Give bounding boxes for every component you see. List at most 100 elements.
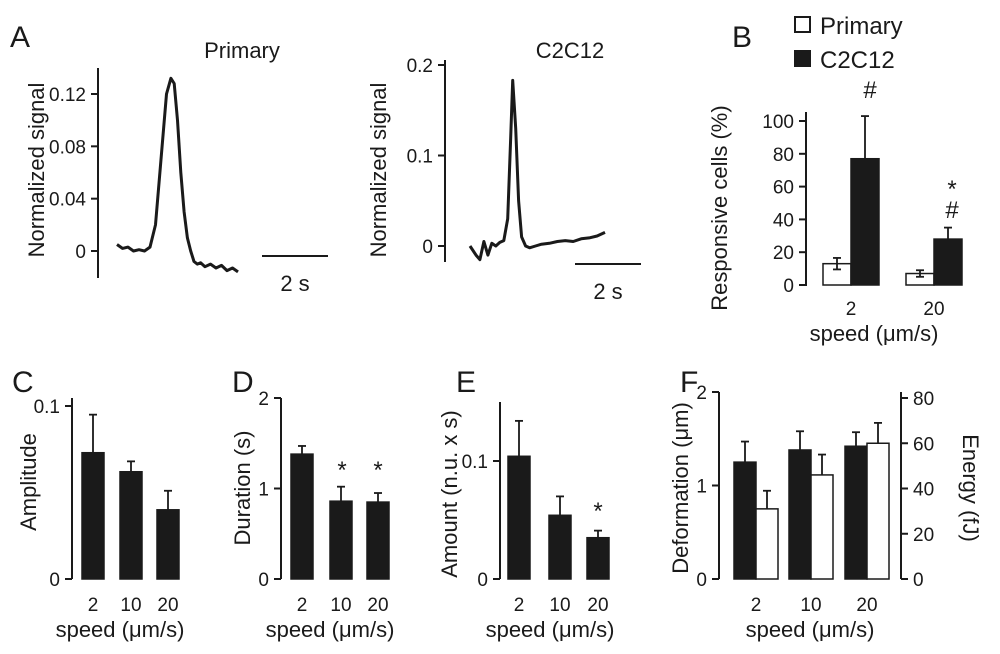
- panel-b-hash-2: #: [863, 77, 877, 104]
- panel-f-y2-tick-label-1: 20: [913, 525, 934, 546]
- panel-f-bar-energy-2: [755, 508, 779, 580]
- panel-c-xtick-10: 10: [120, 595, 141, 616]
- panel-label-c: C: [12, 366, 34, 399]
- panel-f-bar-deformation-10: [788, 449, 812, 580]
- panel-a-c2c12-scale-label: 2 s: [593, 279, 622, 304]
- panel-e-y-tick-label-1: 0.1: [462, 452, 488, 473]
- panel-c-xlabel: speed (μm/s): [56, 617, 185, 642]
- panel-d-duration-chart: Duration (s) speed (μm/s) * * 0 1 2 2 10 20: [230, 389, 394, 642]
- panel-d-y-tick-label-2: 2: [258, 389, 269, 410]
- panel-label-f: F: [680, 366, 698, 399]
- panel-c-amplitude-chart: Amplitude speed (μm/s) 0 0.1 2 10 20: [16, 397, 184, 642]
- panel-c-y-tick-label-0: 0: [49, 570, 60, 591]
- panel-c-xtick-2: 2: [88, 595, 99, 616]
- legend-primary-swatch: [794, 16, 811, 33]
- panel-label-b: B: [732, 21, 752, 54]
- panel-b-ylabel: Responsive cells (%): [707, 105, 732, 310]
- panel-b-asterisk-20: *: [947, 176, 956, 203]
- panel-c-ylabel: Amplitude: [16, 433, 41, 531]
- panel-a-primary-ylabel: Normalized signal: [24, 83, 49, 258]
- legend-c2c12-label: C2C12: [820, 47, 895, 74]
- panel-a1-y-tick-label-2: 0.08: [49, 137, 86, 158]
- panel-a1-y-tick-label-0: 0: [75, 242, 86, 263]
- panel-f-y-tick-label-2: 2: [696, 383, 707, 404]
- panel-d-xtick-20: 20: [367, 595, 388, 616]
- panel-label-d: D: [232, 366, 254, 399]
- panel-d-bar-2: [290, 453, 314, 580]
- panel-d-asterisk-20: *: [373, 457, 382, 484]
- legend-c2c12-swatch: [794, 50, 811, 67]
- panel-b-y-tick-label-4: 80: [773, 145, 794, 166]
- panel-a1-signal-trace: [116, 76, 239, 274]
- panel-e-xlabel: speed (μm/s): [486, 617, 615, 642]
- panel-e-bar-10: [548, 514, 572, 580]
- panel-b-y-tick-label-1: 20: [773, 243, 794, 264]
- panel-a-primary-trace-chart: Primary Normalized signal 2 s 0 0.04 0.08 0…: [24, 38, 328, 296]
- panel-f-ylabel: Deformation (μm): [668, 402, 693, 574]
- legend-primary-label: Primary: [820, 13, 903, 40]
- panel-f-xtick-20: 20: [856, 595, 877, 616]
- panel-b-xtick-2: 2: [846, 299, 857, 320]
- panel-b-y-tick-label-0: 0: [783, 276, 794, 297]
- panel-d-ylabel: Duration (s): [230, 431, 255, 546]
- panel-e-xtick-2: 2: [514, 595, 525, 616]
- panel-b-xtick-20: 20: [923, 299, 944, 320]
- panel-d-y-tick-label-0: 0: [258, 570, 269, 591]
- panel-f-deformation-energy-chart: Deformation (μm) Energy (fJ) speed (μm/s…: [668, 383, 983, 642]
- panel-b-hash-20: #: [945, 197, 959, 224]
- panel-c-bar-2: [81, 451, 105, 580]
- panel-f-xtick-2: 2: [751, 595, 762, 616]
- panel-f-y-tick-label-1: 1: [696, 477, 707, 498]
- panel-b-xlabel: speed (μm/s): [810, 321, 939, 346]
- panel-d-xtick-2: 2: [297, 595, 308, 616]
- panel-a-c2c12-ylabel: Normalized signal: [366, 83, 391, 258]
- panel-label-e: E: [456, 366, 476, 399]
- panel-a-c2c12-title: C2C12: [536, 38, 604, 63]
- panel-f-y2-tick-label-3: 60: [913, 434, 934, 455]
- panel-f-bar-energy-20: [866, 442, 890, 580]
- panel-e-xtick-10: 10: [549, 595, 570, 616]
- panel-a2-y-tick-label-0: 0: [422, 237, 433, 258]
- panel-f-y2-tick-label-0: 0: [913, 570, 924, 591]
- panel-c-xtick-20: 20: [157, 595, 178, 616]
- panel-f-y-tick-label-0: 0: [696, 570, 707, 591]
- panel-f-y2-tick-label-2: 40: [913, 480, 934, 501]
- panel-f-bar-deformation-20: [844, 445, 868, 580]
- panel-b-bar-c2c12-20: [933, 238, 963, 286]
- panel-b-responsive-cells-chart: Responsive cells (%) speed (μm/s) Primar…: [707, 13, 963, 346]
- panel-d-bar-20: [366, 501, 390, 580]
- panel-a1-y-tick-label-3: 0.12: [49, 85, 86, 106]
- panel-a1-y-tick-label-1: 0.04: [49, 190, 86, 211]
- panel-a-primary-title: Primary: [204, 38, 280, 63]
- panel-e-asterisk-20: *: [593, 498, 602, 525]
- panel-e-xtick-20: 20: [587, 595, 608, 616]
- panel-a2-y-tick-label-1: 0.1: [407, 147, 433, 168]
- panel-e-y-tick-label-0: 0: [477, 570, 488, 591]
- panel-a2-y-tick-label-2: 0.2: [407, 56, 433, 77]
- panel-e-bar-20: [586, 536, 610, 580]
- panel-d-xlabel: speed (μm/s): [266, 617, 395, 642]
- panel-b-y-tick-label-5: 100: [762, 112, 794, 133]
- panel-f-y2label: Energy (fJ): [958, 434, 983, 542]
- panel-f-bar-deformation-2: [733, 461, 757, 580]
- panel-b-y-tick-label-3: 60: [773, 178, 794, 199]
- panel-f-bar-energy-10: [810, 474, 834, 580]
- panel-b-bar-c2c12-2: [850, 157, 880, 286]
- panel-c-y-tick-label-1: 0.1: [34, 397, 60, 418]
- panel-d-bar-10: [329, 500, 353, 580]
- panel-d-y-tick-label-1: 1: [258, 480, 269, 501]
- panel-d-xtick-10: 10: [330, 595, 351, 616]
- panel-a2-signal-trace: [468, 78, 606, 262]
- panel-c-bar-10: [119, 470, 143, 580]
- panel-f-xlabel: speed (μm/s): [746, 617, 875, 642]
- panel-a-c2c12-trace-chart: C2C12 Normalized signal 2 s 0 0.1 0.2: [366, 38, 641, 304]
- panel-label-a: A: [10, 21, 30, 54]
- panel-b-y-tick-label-2: 40: [773, 210, 794, 231]
- panel-f-xtick-10: 10: [800, 595, 821, 616]
- panel-e-ylabel: Amount (n.u. x s): [437, 410, 462, 578]
- panel-e-bar-2: [507, 455, 531, 580]
- panel-d-asterisk-10: *: [337, 457, 346, 484]
- panel-f-y2-tick-label-4: 80: [913, 389, 934, 410]
- panel-a-primary-scale-label: 2 s: [280, 271, 309, 296]
